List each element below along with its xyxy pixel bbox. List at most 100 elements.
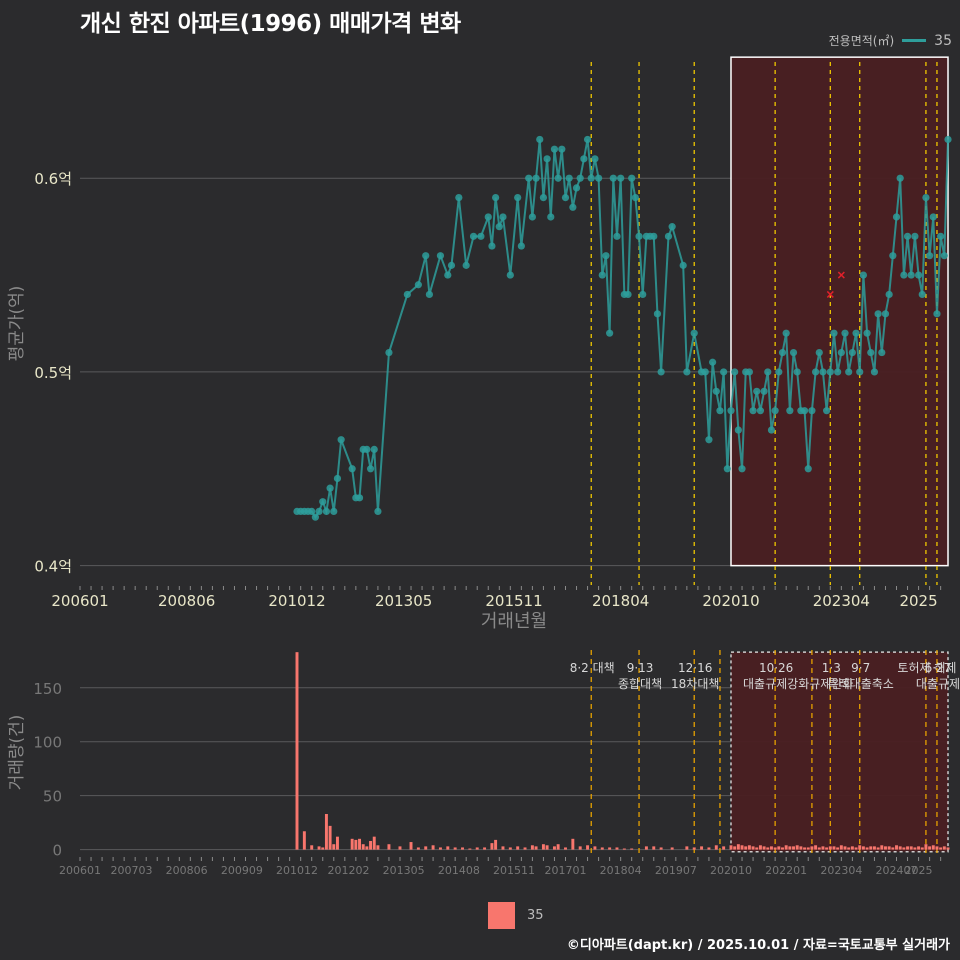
volume-bar [839,845,843,850]
price-point [815,348,823,357]
volume-bar [729,845,733,850]
price-point [639,290,647,299]
price-point [944,135,952,144]
volume-bar [556,844,560,850]
price-point [308,507,316,515]
volume-bar [483,847,487,850]
price-point [528,213,536,221]
volume-bar [534,846,538,850]
volume-bar [376,845,380,850]
price-point [495,223,503,231]
volume-x-tick-label: 201305 [383,864,425,877]
price-point [892,213,901,221]
volume-x-tick-label: 200909 [221,864,263,877]
policy-event-label: 6·27 [925,661,952,675]
price-point [731,368,739,376]
price-point [606,329,614,337]
price-x-tick-label: 201511 [485,592,542,610]
price-point [793,368,801,376]
volume-bar [832,846,836,850]
price-legend: 전용면적(㎡) 35 [829,32,952,49]
volume-bar [409,842,413,850]
legend-title: 전용면적(㎡) [828,34,895,48]
volume-bar [332,844,336,850]
volume-bar [398,846,402,850]
volume-bar [825,847,829,850]
price-point [488,242,496,250]
price-point [767,426,776,434]
volume-x-tick-label: 201202 [327,864,369,877]
volume-bar [424,846,428,850]
price-point [874,310,882,318]
price-point [690,329,698,337]
price-point [885,290,893,299]
price-point [933,310,941,318]
price-y-tick-label: 0.4억 [34,558,72,576]
volume-y-tick-label: 100 [33,734,62,752]
policy-event-label: 규제완화 [809,677,853,691]
volume-x-tick-label: 200703 [110,864,152,877]
volume-bar [670,847,674,850]
volume-bar [898,846,902,850]
volume-x-tick-label: 202304 [820,864,862,877]
volume-bar [630,848,634,850]
price-x-tick-label: 201012 [268,592,325,610]
price-point [653,310,662,318]
price-point [914,271,923,279]
volume-bar [593,846,597,850]
price-point [477,232,485,240]
price-point [808,407,816,415]
price-point [753,387,761,395]
price-point [447,261,456,269]
volume-bar [571,838,575,850]
price-point [749,407,757,415]
price-y-tick-label: 0.6억 [34,170,72,188]
legend-bar-swatch [488,902,515,929]
volume-bar [615,847,619,850]
price-point [326,484,334,492]
price-point [543,155,551,163]
price-point [598,271,606,279]
price-point [455,193,463,202]
volume-bar [909,846,913,850]
volume-x-tick-label: 200601 [59,864,101,877]
legend-line-swatch [902,39,927,42]
volume-bar [828,846,832,850]
price-point [841,329,849,337]
price-y-tick-label: 0.5억 [34,364,72,382]
price-point [800,407,809,415]
price-point [628,174,636,182]
price-x-tick-label: 2025 [899,592,937,610]
volume-bar [758,845,762,850]
price-point [709,358,717,366]
price-point [738,465,746,473]
volume-bar [350,838,354,850]
volume-bar [817,847,821,850]
policy-event-label: 12·16 [678,661,712,675]
volume-bar [523,847,527,850]
price-x-tick-label: 201305 [375,592,432,610]
volume-bar [516,846,520,850]
volume-bar [372,836,376,850]
policy-event-label: 9·7 [851,661,870,675]
price-point [617,174,625,182]
volume-bar [861,846,865,850]
price-point [826,368,834,376]
volume-bar [545,845,549,850]
price-point [337,436,345,444]
volume-bar [608,847,612,850]
price-point [554,174,562,182]
volume-bar [644,846,648,850]
volume-bar [622,848,626,850]
volume-bar [317,846,321,850]
volume-x-tick-label: 201701 [544,864,586,877]
volume-bar [328,825,332,850]
volume-bar [453,847,457,850]
price-point [444,271,452,279]
volume-bar [872,846,876,850]
volume-bar [369,840,373,850]
volume-bar [747,845,751,850]
volume-bar [416,847,420,850]
volume-bar [854,847,858,850]
volume-x-tick-label: 201804 [600,864,642,877]
